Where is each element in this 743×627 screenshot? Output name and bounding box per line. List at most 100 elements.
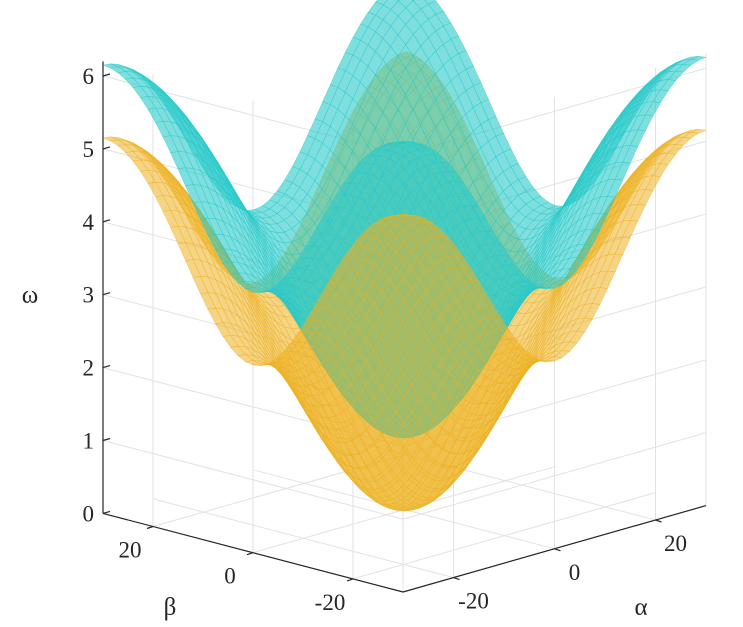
lower-band-face [410, 214, 426, 219]
lower-band-face [155, 195, 172, 212]
alpha-axis-label: α [634, 594, 647, 621]
lower-band-face [238, 315, 254, 337]
lower-band-face [494, 396, 510, 419]
lower-band-face [478, 292, 495, 307]
lower-band-face [637, 189, 654, 206]
lower-band-face [304, 307, 322, 322]
z-tick-label: 2 [83, 356, 95, 381]
z-tick-label: 5 [83, 137, 95, 162]
lower-band-face [222, 334, 239, 348]
lower-band-face [493, 317, 510, 331]
lower-band-face [237, 335, 254, 350]
z-tick [102, 146, 111, 150]
z-tick [102, 437, 111, 442]
lower-band-face [441, 434, 458, 453]
lower-band-face [229, 322, 247, 340]
lower-band-face [540, 300, 556, 331]
ticks: 0 1 2 3 4 5 6 -20 0 20 -20 0 20 [83, 64, 688, 615]
lower-band-face [253, 293, 270, 311]
beta-tick [146, 525, 154, 530]
lower-band-face [463, 436, 481, 455]
lower-band-face [660, 152, 677, 165]
lower-band-face [622, 219, 639, 239]
alpha-tick [655, 519, 662, 523]
lower-band-face [470, 279, 487, 295]
lower-band-face [403, 214, 419, 217]
lower-band-face [380, 215, 396, 220]
z-tick [102, 219, 111, 223]
lower-band-face [532, 303, 549, 327]
lower-band-face [268, 320, 285, 345]
alpha-tick [554, 548, 561, 552]
lower-band-face [117, 144, 134, 153]
alpha-tick-label: -20 [458, 589, 489, 614]
lower-band-face [357, 276, 374, 297]
lower-band-face [433, 447, 450, 466]
lower-band-face [561, 330, 578, 344]
z-tick [102, 73, 111, 77]
lower-band-face [177, 198, 195, 219]
z-tick-label: 4 [83, 210, 95, 235]
lower-band-face [667, 143, 684, 155]
lower-band-face [494, 398, 511, 425]
z-tick-label: 0 [83, 501, 95, 526]
lower-band-face [689, 128, 708, 134]
upper-band-face [395, 141, 411, 145]
lower-band-face [253, 329, 269, 354]
z-tick [102, 292, 111, 296]
lower-band-face [614, 236, 631, 256]
lower-band-face [515, 347, 533, 357]
lower-band-face [297, 319, 314, 334]
z-tick-label: 6 [83, 64, 95, 89]
lower-band-face [215, 307, 232, 324]
lower-band-face [207, 307, 224, 325]
lower-band-face [192, 275, 209, 295]
lower-band-face [456, 409, 473, 427]
beta-tick [346, 578, 354, 582]
lower-band-face [547, 291, 564, 322]
z-tick [102, 510, 111, 514]
lower-band-face [110, 136, 126, 141]
lower-band-face [509, 312, 527, 327]
lower-band-face [215, 322, 232, 337]
lower-band-face [463, 267, 480, 282]
alpha-tick [453, 577, 460, 581]
lower-band-face [682, 131, 700, 139]
lower-band-face [200, 292, 217, 310]
lower-band-face [117, 139, 134, 146]
lower-band-face [532, 317, 549, 348]
z-tick [102, 365, 111, 369]
beta-tick [246, 552, 254, 556]
lower-band-face [524, 354, 540, 361]
lower-band-face [539, 319, 556, 347]
lower-band-face [237, 325, 255, 344]
beta-tick-label: -20 [315, 590, 346, 615]
lower-band-face [350, 289, 367, 310]
lower-band-face [485, 305, 503, 320]
lower-band-face [645, 175, 661, 191]
z-tick-label: 1 [83, 429, 95, 454]
lower-band-face [486, 409, 503, 431]
lower-band-face [433, 383, 450, 408]
lower-band-face [290, 369, 307, 379]
lower-band-face [365, 282, 382, 305]
lower-band-face [253, 312, 270, 343]
lower-band-face [282, 341, 299, 353]
lower-band-face [675, 136, 692, 146]
lower-band-face [395, 214, 411, 217]
lower-band-face [667, 136, 685, 146]
lower-band-face [170, 209, 187, 228]
lower-band-face [478, 402, 496, 417]
beta-axis-label: β [164, 594, 177, 621]
lower-band-face [478, 377, 495, 392]
lower-band-face [312, 294, 329, 310]
lower-band-face [539, 359, 555, 363]
lower-band-face [501, 384, 518, 406]
lower-band-face [441, 451, 458, 468]
lower-band-face [426, 460, 443, 477]
lower-band-face [366, 476, 383, 490]
lower-band-face [562, 269, 579, 298]
lower-band-face [500, 328, 518, 341]
lower-band-face [448, 421, 465, 440]
